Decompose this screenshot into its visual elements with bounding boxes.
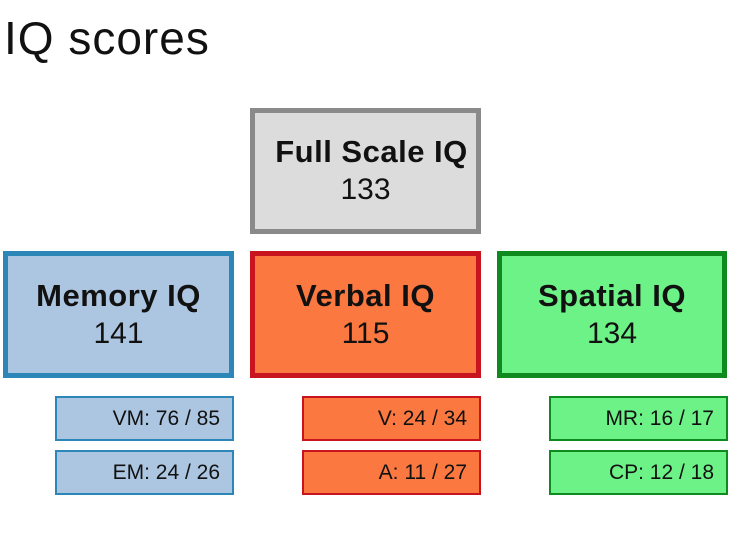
page-title: IQ scores	[4, 12, 210, 64]
spatial-subtest-mr: MR: 16 / 17	[549, 396, 728, 441]
verbal-iq-score: 115	[341, 316, 390, 350]
verbal-subtest-a: A: 11 / 27	[302, 450, 481, 495]
memory-subtest-vm: VM: 76 / 85	[55, 396, 234, 441]
spatial-iq-score: 134	[586, 316, 638, 350]
full-scale-iq-label: Full Scale IQ	[275, 134, 468, 169]
verbal-iq-box: Verbal IQ 115	[250, 251, 481, 378]
full-scale-iq-box: Full Scale IQ 133	[250, 108, 481, 234]
spatial-iq-label: Spatial IQ	[538, 277, 686, 313]
memory-iq-box: Memory IQ 141	[3, 251, 234, 378]
memory-iq-score: 141	[93, 316, 144, 350]
verbal-subtest-v: V: 24 / 34	[302, 396, 481, 441]
spatial-subtest-cp: CP: 12 / 18	[549, 450, 728, 495]
verbal-iq-label: Verbal IQ	[296, 277, 435, 313]
memory-subtest-em: EM: 24 / 26	[55, 450, 234, 495]
spatial-iq-box: Spatial IQ 134	[497, 251, 727, 378]
full-scale-iq-score: 133	[340, 173, 391, 206]
memory-iq-label: Memory IQ	[36, 277, 201, 313]
